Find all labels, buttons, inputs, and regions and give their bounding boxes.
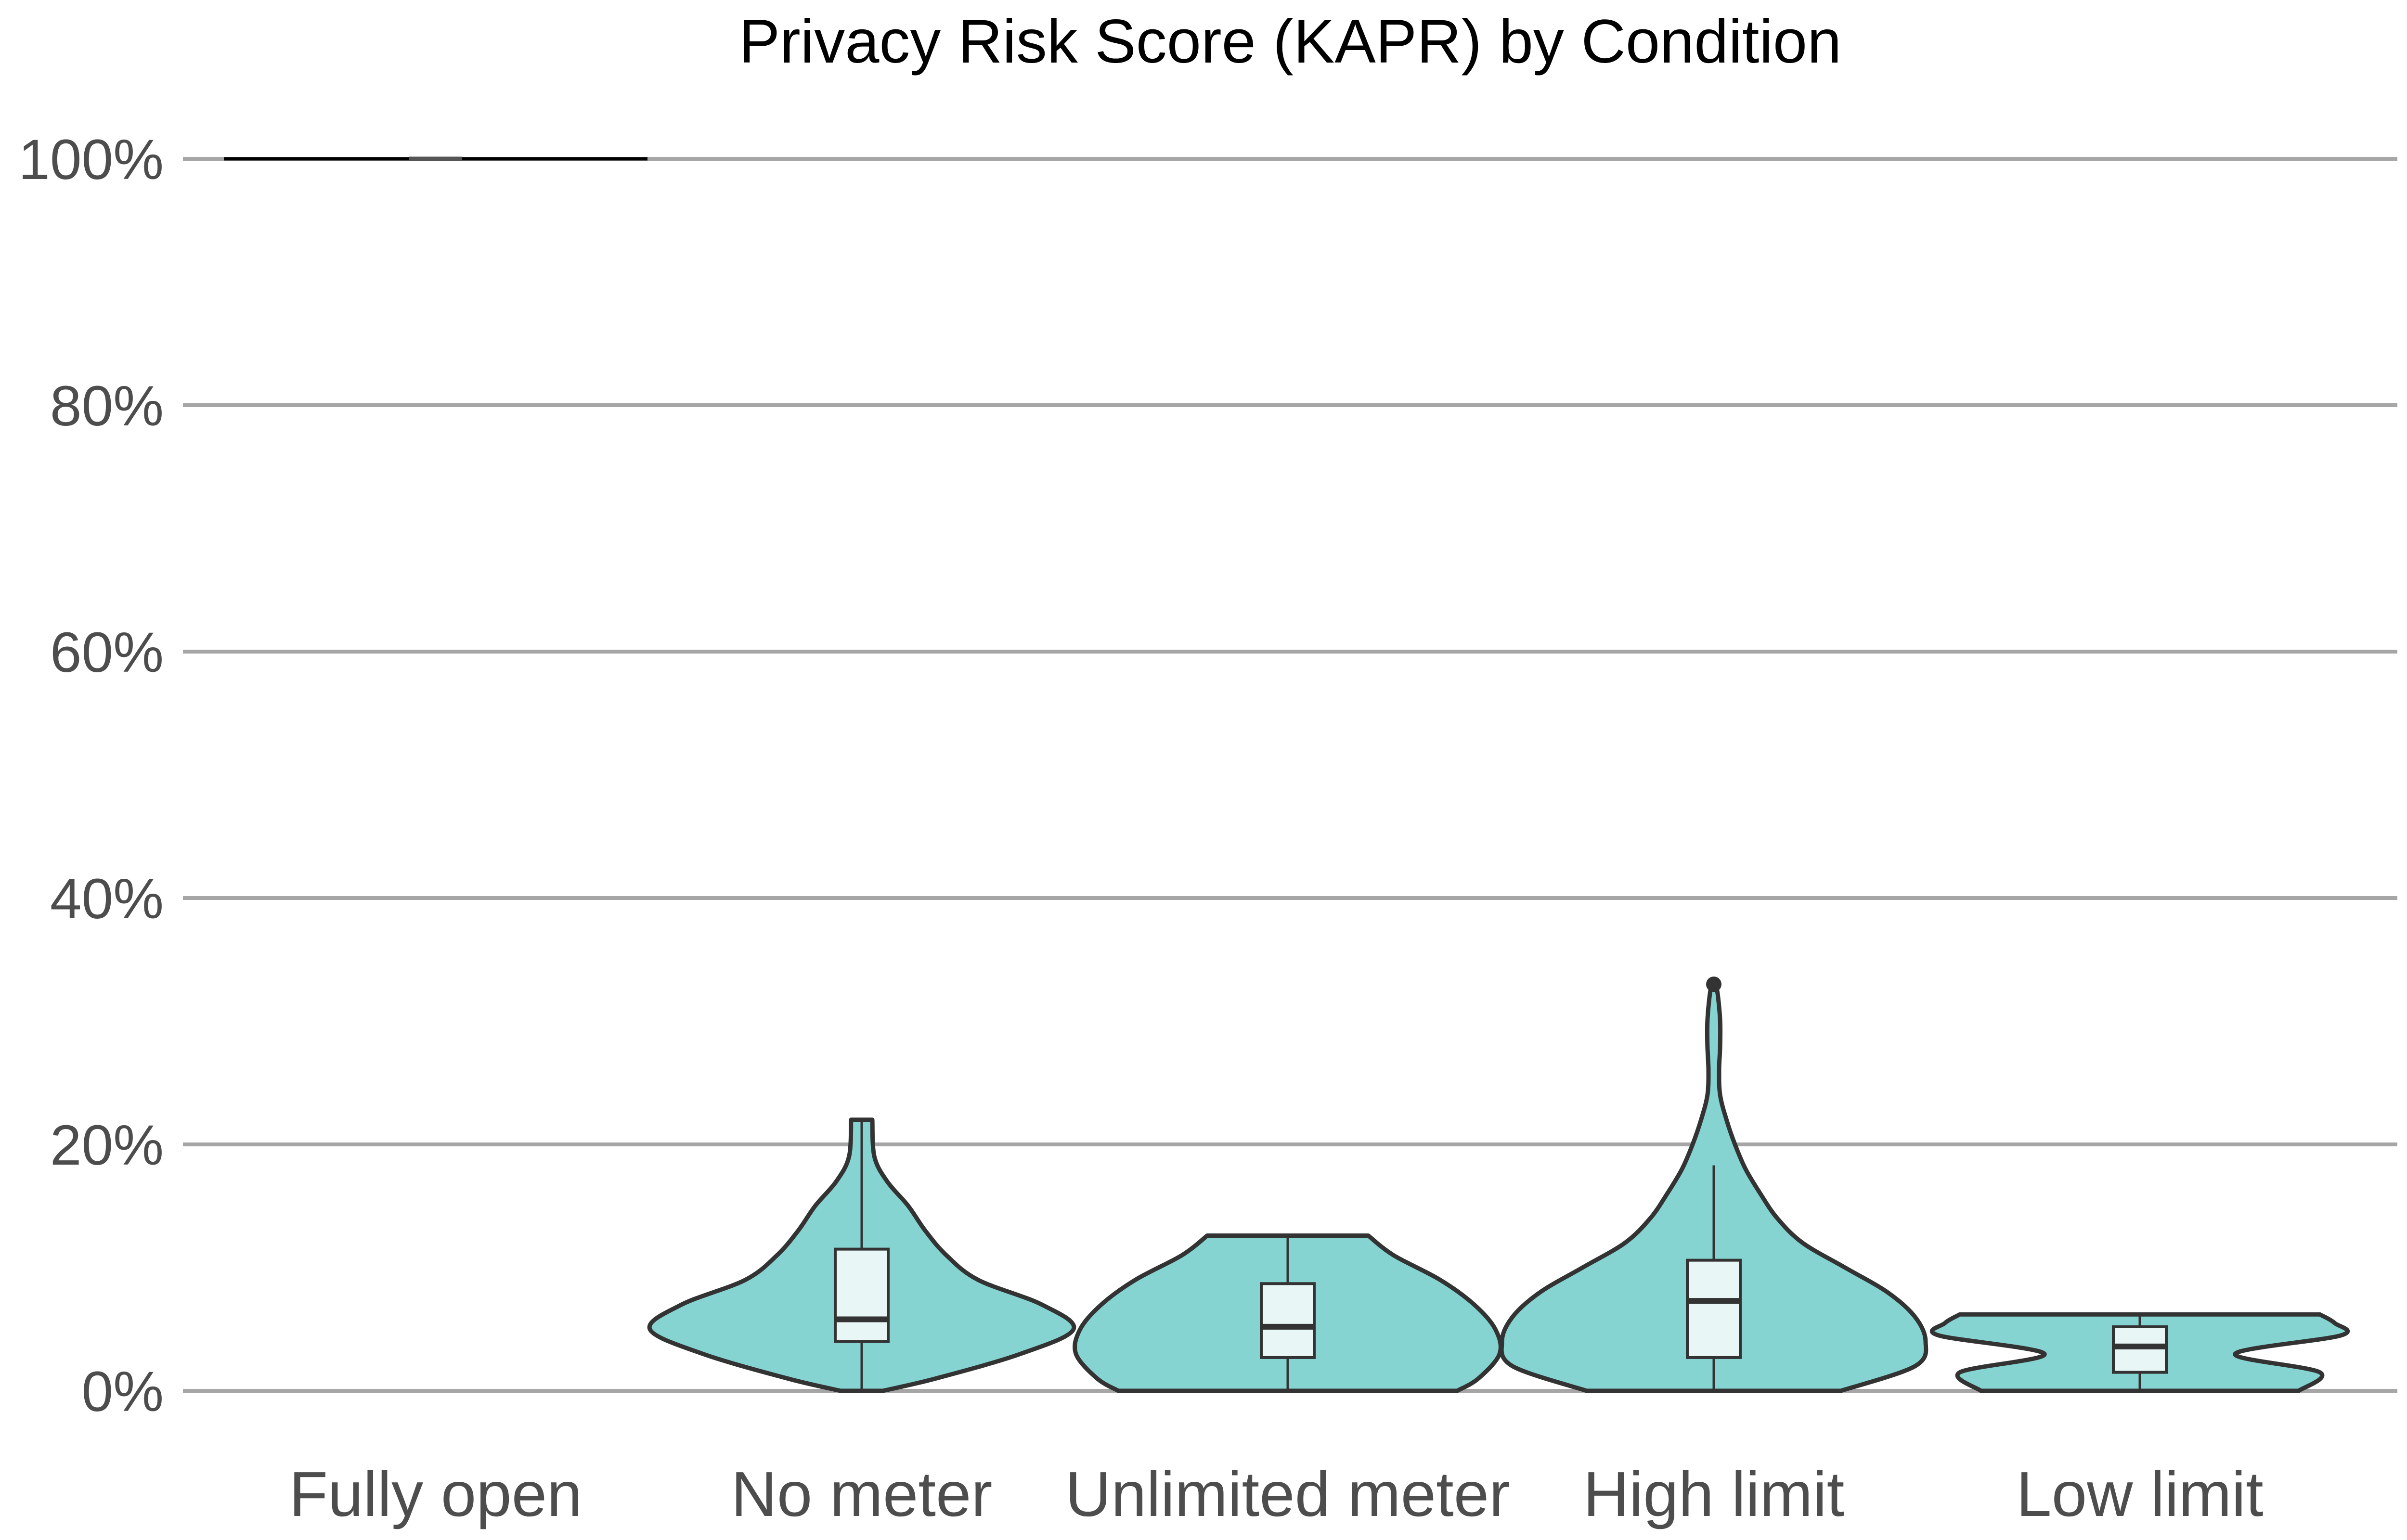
x-category-label: Unlimited meter [1065,1459,1510,1529]
iqr-box [1260,1282,1316,1359]
y-axis-ticks: 0% 20% 40% 60% 80% 100% [18,128,164,1424]
y-tick-label: 60% [50,621,164,684]
x-category-label: No meter [731,1459,993,1529]
violin-group [1929,1312,2350,1393]
violin-group [1499,976,1928,1393]
violin-group [647,1117,1076,1393]
y-tick-label: 0% [81,1360,164,1424]
x-category-label: High limit [1583,1459,1845,1529]
iqr-box [2112,1325,2168,1374]
x-axis-categories: Fully open No meter Unlimited meter High li… [289,1459,2263,1529]
gridlines [183,157,2397,1393]
x-category-label: Low limit [2016,1459,2263,1529]
y-tick-label: 20% [50,1114,164,1177]
violins [224,156,2350,1393]
y-tick-label: 80% [50,374,164,438]
y-tick-label: 40% [50,867,164,931]
violin-group [1073,1233,1503,1393]
outlier-point [1706,976,1721,992]
y-tick-label: 100% [18,128,164,192]
chart-title: Privacy Risk Score (KAPR) by Condition [739,7,1842,76]
x-category-label: Fully open [289,1459,582,1529]
iqr-box [834,1247,890,1343]
iqr-box [1686,1258,1742,1359]
